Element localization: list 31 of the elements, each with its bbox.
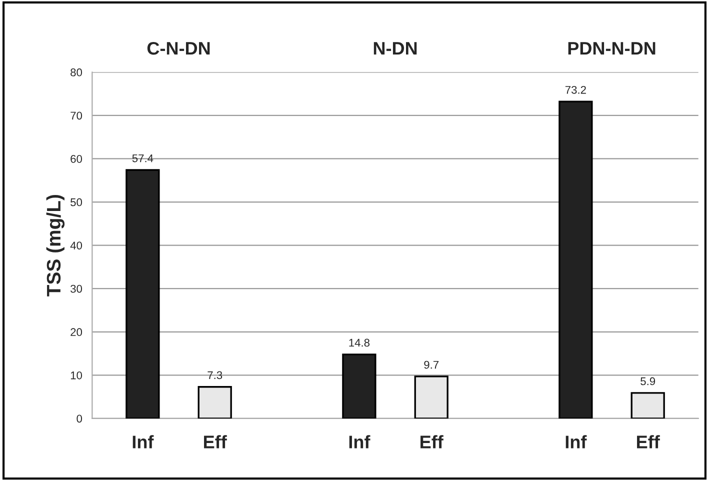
- bar: [414, 376, 448, 418]
- y-tick-label: 0: [76, 414, 82, 423]
- data-label: 9.7: [424, 360, 439, 369]
- x-tick-label: Inf: [566, 435, 587, 448]
- bar: [342, 354, 376, 418]
- data-label: 7.3: [208, 371, 222, 380]
- y-tick-label: 70: [70, 112, 82, 120]
- text: PDN-N-DN: [568, 42, 656, 55]
- text: N-DN: [374, 42, 417, 55]
- y-tick-label: 10: [70, 371, 82, 380]
- x-tick-label: Eff: [637, 435, 660, 448]
- y-tick-label: 60: [70, 154, 82, 163]
- y-tick-label: 40: [70, 242, 82, 250]
- data-label: 14.8: [349, 338, 370, 347]
- x-tick-label: Inf: [349, 435, 370, 448]
- y-tick-label: 30: [70, 284, 82, 293]
- x-tick-label: Inf: [132, 435, 154, 448]
- y-tick-label: 20: [70, 328, 82, 336]
- y-axis-title: TSS (mg/L): [46, 194, 65, 296]
- x-tick-label: Eff: [420, 435, 444, 448]
- data-label: 57.4: [132, 154, 154, 162]
- text: C-N-DN: [147, 42, 210, 55]
- bar: [630, 392, 665, 418]
- y-tick-label: 80: [70, 68, 82, 76]
- y-tick-label: 50: [70, 198, 82, 206]
- x-tick-label: Eff: [204, 435, 227, 448]
- bar: [558, 100, 593, 418]
- data-label: 73.2: [565, 86, 586, 94]
- data-label: 5.9: [640, 377, 656, 386]
- bar: [198, 386, 232, 418]
- bar: [126, 169, 160, 418]
